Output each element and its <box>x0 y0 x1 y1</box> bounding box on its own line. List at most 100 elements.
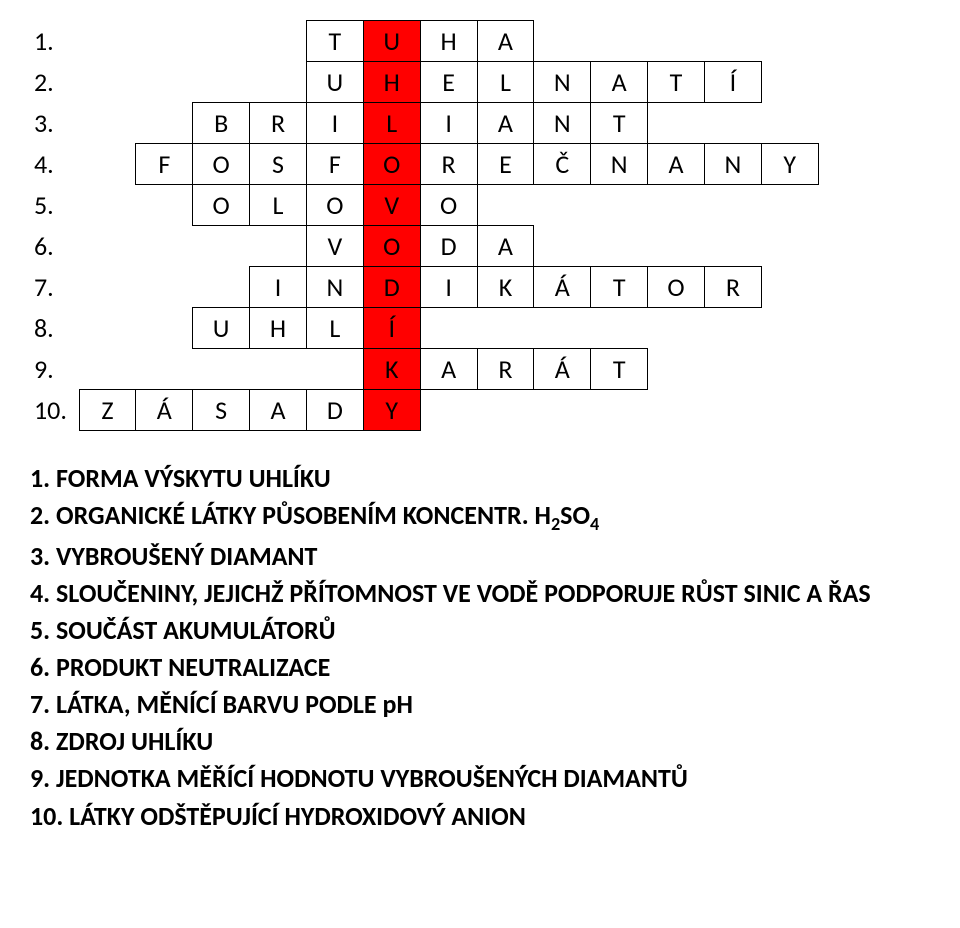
letter-cell: H <box>420 21 477 62</box>
blank-cell <box>250 349 307 390</box>
blank-cell <box>477 308 534 349</box>
blank-cell <box>79 21 136 62</box>
blank-cell <box>761 308 818 349</box>
letter-cell: R <box>250 103 307 144</box>
blank-cell <box>761 267 818 308</box>
blank-cell <box>420 308 477 349</box>
blank-cell <box>874 185 930 226</box>
blank-cell <box>704 103 761 144</box>
letter-cell: A <box>648 144 705 185</box>
blank-cell <box>591 185 648 226</box>
letter-cell: N <box>704 144 761 185</box>
blank-cell <box>306 349 363 390</box>
blank-cell <box>648 308 705 349</box>
highlight-cell: V <box>363 185 420 226</box>
letter-cell: N <box>306 267 363 308</box>
letter-cell: L <box>306 308 363 349</box>
letter-cell: O <box>420 185 477 226</box>
clue-item: 8. ZDROJ UHLÍKU <box>30 724 930 759</box>
letter-cell: I <box>250 267 307 308</box>
highlight-cell: O <box>363 226 420 267</box>
letter-cell: D <box>306 390 363 431</box>
letter-cell: U <box>193 308 250 349</box>
letter-cell: Á <box>534 267 591 308</box>
letter-cell: N <box>534 103 591 144</box>
letter-cell: E <box>420 62 477 103</box>
letter-cell: U <box>306 62 363 103</box>
blank-cell <box>193 267 250 308</box>
letter-cell: F <box>136 144 193 185</box>
highlight-cell: O <box>363 144 420 185</box>
letter-cell: L <box>477 62 534 103</box>
clue-item: 3. VYBROUŠENÝ DIAMANT <box>30 539 930 574</box>
row-number: 10. <box>30 390 79 431</box>
blank-cell <box>193 349 250 390</box>
letter-cell: I <box>306 103 363 144</box>
blank-cell <box>704 21 761 62</box>
letter-cell: T <box>591 349 648 390</box>
row-number: 1. <box>30 21 79 62</box>
blank-cell <box>761 390 818 431</box>
clue-list: 1. FORMA VÝSKYTU UHLÍKU2. ORGANICKÉ LÁTK… <box>30 461 930 834</box>
clue-item: 10. LÁTKY ODŠTĚPUJÍCÍ HYDROXIDOVÝ ANION <box>30 799 930 834</box>
blank-cell <box>704 185 761 226</box>
letter-cell: Z <box>79 390 136 431</box>
clue-item: 2. ORGANICKÉ LÁTKY PŮSOBENÍM KONCENTR. H… <box>30 498 930 537</box>
blank-cell <box>534 308 591 349</box>
blank-cell <box>874 349 930 390</box>
row-number: 9. <box>30 349 79 390</box>
highlight-cell: Y <box>363 390 420 431</box>
blank-cell <box>79 308 136 349</box>
crossword-grid: 1.TUHA2.UHELNATÍ3.BRILIANT4.FOSFOREČNANY… <box>30 20 930 431</box>
blank-cell <box>704 226 761 267</box>
letter-cell: Á <box>534 349 591 390</box>
blank-cell <box>79 103 136 144</box>
letter-cell: I <box>420 267 477 308</box>
letter-cell: R <box>420 144 477 185</box>
blank-cell <box>193 62 250 103</box>
blank-cell <box>591 390 648 431</box>
blank-cell <box>136 21 193 62</box>
blank-cell <box>818 62 874 103</box>
row-number: 7. <box>30 267 79 308</box>
blank-cell <box>704 349 761 390</box>
blank-cell <box>648 103 705 144</box>
letter-cell: Á <box>136 390 193 431</box>
letter-cell: B <box>193 103 250 144</box>
letter-cell: V <box>306 226 363 267</box>
blank-cell <box>818 390 874 431</box>
blank-cell <box>818 144 874 185</box>
letter-cell: A <box>477 21 534 62</box>
blank-cell <box>761 62 818 103</box>
letter-cell: H <box>250 308 307 349</box>
blank-cell <box>648 226 705 267</box>
blank-cell <box>136 62 193 103</box>
row-number: 4. <box>30 144 79 185</box>
letter-cell: A <box>477 103 534 144</box>
blank-cell <box>818 308 874 349</box>
blank-cell <box>591 308 648 349</box>
letter-cell: S <box>193 390 250 431</box>
clue-item: 1. FORMA VÝSKYTU UHLÍKU <box>30 461 930 496</box>
letter-cell: S <box>250 144 307 185</box>
letter-cell: T <box>591 103 648 144</box>
blank-cell <box>761 349 818 390</box>
clue-item: 4. SLOUČENINY, JEJICHŽ PŘÍTOMNOST VE VOD… <box>30 576 930 611</box>
blank-cell <box>534 185 591 226</box>
blank-cell <box>761 185 818 226</box>
letter-cell: O <box>306 185 363 226</box>
blank-cell <box>136 308 193 349</box>
letter-cell: A <box>250 390 307 431</box>
highlight-cell: H <box>363 62 420 103</box>
blank-cell <box>648 185 705 226</box>
letter-cell: K <box>477 267 534 308</box>
blank-cell <box>477 390 534 431</box>
highlight-cell: K <box>363 349 420 390</box>
blank-cell <box>874 308 930 349</box>
letter-cell: A <box>477 226 534 267</box>
blank-cell <box>874 21 930 62</box>
blank-cell <box>818 103 874 144</box>
blank-cell <box>193 21 250 62</box>
letter-cell: N <box>534 62 591 103</box>
blank-cell <box>648 390 705 431</box>
